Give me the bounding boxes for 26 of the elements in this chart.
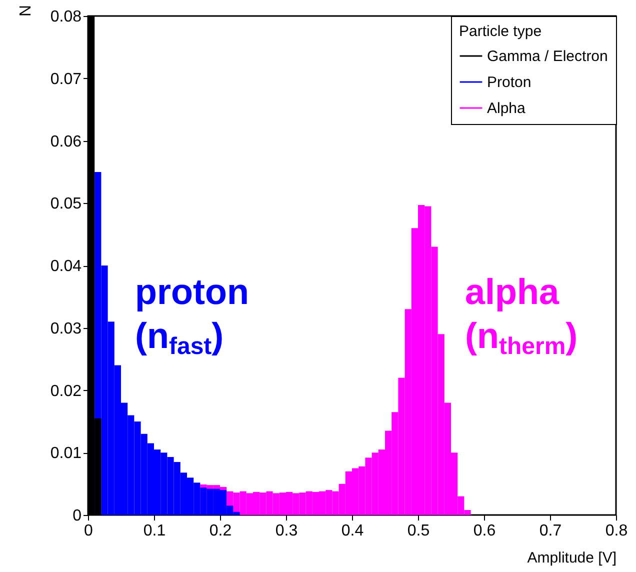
x-tick-label: 0.3 xyxy=(275,522,298,540)
y-tick-label: 0.03 xyxy=(50,320,82,338)
y-tick-label: 0.06 xyxy=(50,133,82,150)
x-tick-label: 0.2 xyxy=(209,522,232,540)
x-axis-title: Amplitude [V] xyxy=(527,550,616,566)
annotation: alpha (n$_{therm}$) xyxy=(465,270,578,362)
y-tick-label: 0.02 xyxy=(50,382,82,400)
x-tick-label: 0 xyxy=(84,522,94,540)
legend-title: Particle type xyxy=(459,23,542,40)
annotation: proton (n$_{fast}$) xyxy=(135,270,249,362)
x-tick-label: 0.5 xyxy=(407,522,430,540)
y-tick-label: 0.08 xyxy=(50,8,82,26)
y-tick-label: 0.05 xyxy=(50,196,82,213)
legend-label: Gamma / Electron xyxy=(487,48,608,65)
x-tick-label: 0.1 xyxy=(143,522,166,540)
y-tick-label: 0.04 xyxy=(50,258,82,275)
y-tick-label: 0.07 xyxy=(50,70,82,88)
x-tick-label: 0.6 xyxy=(473,522,496,540)
y-tick-label: 0 xyxy=(72,508,82,524)
y-tick-label: 0.01 xyxy=(50,445,82,462)
legend-label: Alpha xyxy=(487,100,526,117)
x-tick-label: 0.8 xyxy=(605,522,628,540)
y-axis-title: N xyxy=(16,4,32,16)
legend-label: Proton xyxy=(487,74,532,91)
x-tick-label: 0.4 xyxy=(341,522,364,540)
x-tick-label: 0.7 xyxy=(539,522,562,540)
